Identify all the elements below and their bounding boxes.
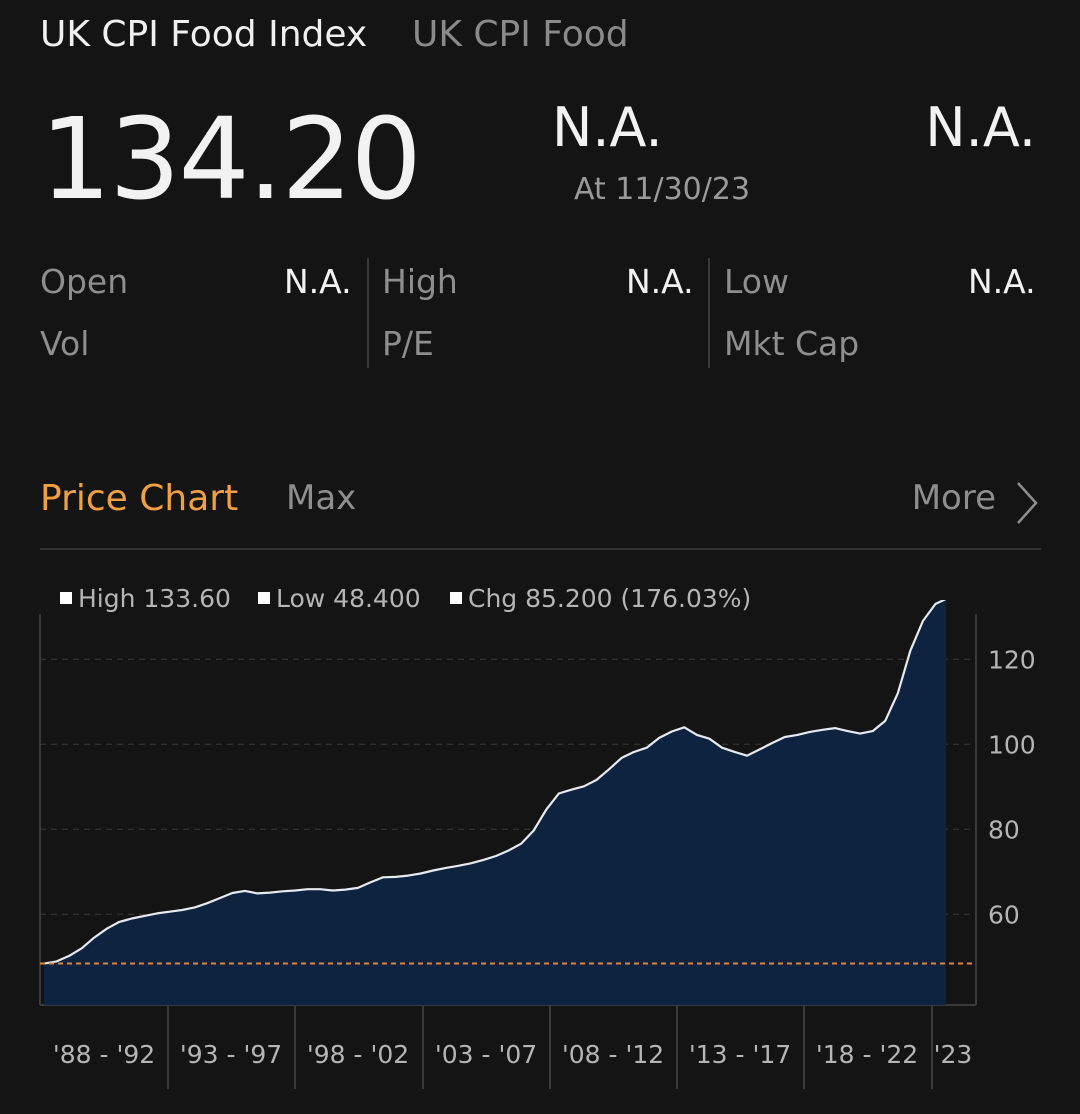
range-selector[interactable]: Max (286, 478, 357, 518)
legend-change-text: Chg 85.200 (176.03%) (468, 584, 752, 613)
legend-square-icon (450, 592, 462, 604)
vol-label: Vol (40, 324, 90, 363)
change-absolute: N.A. (552, 96, 663, 159)
more-link[interactable]: More (911, 478, 996, 518)
stats-divider (367, 258, 369, 368)
pe-label: P/E (382, 324, 434, 363)
legend-change: Chg 85.200 (176.03%) (450, 584, 751, 613)
x-tick-label: '08 - '12 (562, 1040, 664, 1069)
legend-square-icon (258, 592, 270, 604)
x-tick-label: '98 - '02 (307, 1040, 409, 1069)
series-line (43, 600, 947, 965)
x-tick-label: '13 - '17 (689, 1040, 791, 1069)
chevron-right-icon[interactable] (1008, 478, 1048, 528)
legend-high: High 133.60 (60, 584, 231, 613)
change-percent: N.A. (925, 96, 1036, 159)
instrument-title: UK CPI Food Index (40, 14, 368, 55)
y-tick-label: 120 (988, 645, 1036, 674)
x-tick-label: '93 - '97 (180, 1040, 282, 1069)
mktcap-label: Mkt Cap (724, 324, 860, 363)
open-value: N.A. (284, 262, 352, 301)
x-tick-label: '18 - '22 (816, 1040, 918, 1069)
x-tick-label: '03 - '07 (435, 1040, 537, 1069)
y-tick-label: 80 (988, 815, 1020, 844)
legend-high-text: High 133.60 (78, 584, 231, 613)
low-label: Low (724, 262, 789, 301)
y-tick-label: 60 (988, 900, 1020, 929)
legend-low: Low 48.400 (258, 584, 421, 613)
y-tick-label: 100 (988, 730, 1036, 759)
price-chart-heading: Price Chart (40, 478, 239, 519)
x-tick-label: '23 (934, 1040, 973, 1069)
chart-header-divider (40, 548, 1041, 550)
high-label: High (382, 262, 458, 301)
high-value: N.A. (626, 262, 694, 301)
stats-divider (708, 258, 710, 368)
x-tick-label: '88 - '92 (53, 1040, 155, 1069)
legend-square-icon (60, 592, 72, 604)
last-price: 134.20 (40, 95, 422, 225)
series-area (44, 600, 946, 1005)
instrument-subtitle: UK CPI Food (412, 14, 629, 55)
low-value: N.A. (968, 262, 1036, 301)
legend-low-text: Low 48.400 (276, 584, 421, 613)
price-chart[interactable]: 60 80 100 120 '88 - '92 '93 - '97 '98 - '02 '03… (0, 600, 1080, 1100)
as-of-date: At 11/30/23 (574, 172, 751, 207)
open-label: Open (40, 262, 129, 301)
